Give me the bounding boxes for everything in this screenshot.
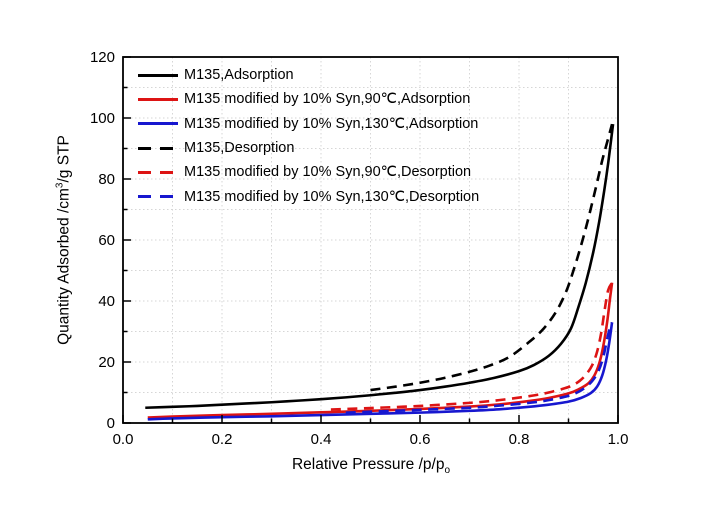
y-tick-label: 60 [98,232,115,249]
x-tick-label: 0.2 [212,431,233,448]
series-curve-0 [145,123,615,410]
legend-label: M135 modified by 10% Syn,130℃,Adsorption [184,115,479,132]
legend-label: M135 modified by 10% Syn,90℃,Adsorption [184,91,471,108]
legend-swatch-dashed-line-icon [138,195,178,199]
series-curve-4 [330,282,614,411]
x-tick-label: 0.8 [509,431,530,448]
legend-swatch-solid-line-icon [138,73,178,77]
legend-item: M135,Adsorption [137,63,479,87]
legend-label: M135 modified by 10% Syn,130℃,Desorption [184,188,480,205]
legend-swatch-solid-line-icon [138,97,178,101]
y-axis-title: Quantity Adsorbed /cm3/g STP [55,135,74,345]
legend-swatch-dashed-line-icon [138,146,178,150]
legend-swatch-dashed-line-icon [138,170,178,174]
x-axis-title: Relative Pressure /p/po [292,456,450,476]
series-curve-1 [147,282,614,419]
y-tick-label: 80 [98,171,115,188]
y-tick-label: 0 [107,415,115,432]
y-axis-title-suffix: /g STP [55,135,73,183]
series-curve-5 [345,321,614,414]
legend-item: M135,Desorption [137,136,479,160]
legend-label: M135 modified by 10% Syn,90℃,Desorption [184,164,472,181]
x-tick-label: 1.0 [608,431,629,448]
legend-label: M135,Adsorption [184,67,294,84]
x-axis-title-text: Relative Pressure /p/p [291,456,445,473]
y-tick-label: 100 [90,110,115,127]
legend: M135,Adsorption M135 modified by 10% Syn,… [137,63,479,209]
y-axis-title-text: Quantity Adsorbed /cm [55,188,73,345]
legend-item: M135 modified by 10% Syn,90℃,Adsorption [137,87,479,111]
x-tick-label: 0.6 [410,431,431,448]
y-tick-label: 120 [90,49,115,66]
series-curve-2 [147,322,614,421]
y-tick-label: 20 [98,354,115,371]
x-tick-label: 0.0 [113,431,134,448]
legend-label: M135,Desorption [184,140,295,157]
x-axis-title-subscript: o [444,465,451,476]
legend-item: M135 modified by 10% Syn,90℃,Desorption [137,160,479,184]
y-axis-title-superscript: 3 [54,182,66,189]
legend-item: M135 modified by 10% Syn,130℃,Adsorption [137,112,479,136]
y-tick-label: 40 [98,293,115,310]
legend-item: M135 modified by 10% Syn,130℃,Desorption [137,184,479,208]
legend-swatch-solid-line-icon [138,122,178,126]
series-curve-3 [370,123,614,392]
x-tick-label: 0.4 [311,431,332,448]
